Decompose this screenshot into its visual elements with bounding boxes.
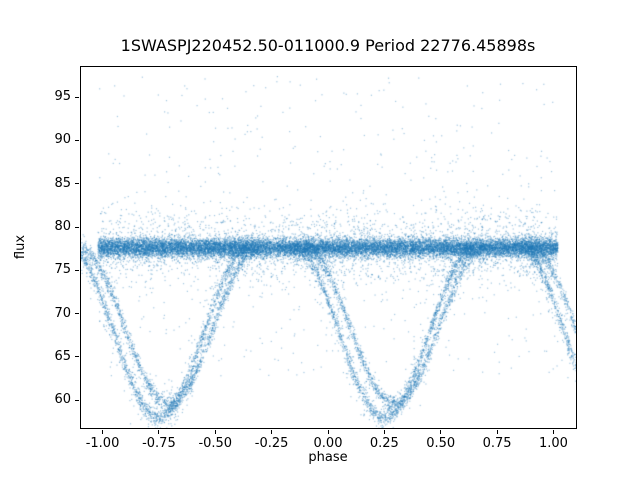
x-tick-mark — [383, 430, 385, 434]
y-tick-label: 65 — [54, 348, 71, 364]
y-tick-mark — [75, 183, 79, 185]
x-tick-label: 0.75 — [482, 436, 512, 451]
x-tick-mark — [271, 430, 273, 434]
y-tick-mark — [75, 399, 79, 401]
x-tick-label: 0.50 — [426, 436, 456, 451]
x-tick-mark — [496, 430, 498, 434]
x-tick-label: -1.00 — [85, 436, 120, 451]
y-tick-label: 75 — [54, 262, 71, 278]
y-tick-mark — [75, 356, 79, 358]
y-tick-mark — [75, 313, 79, 315]
x-tick-mark — [552, 430, 554, 434]
x-tick-mark — [327, 430, 329, 434]
x-tick-mark — [158, 430, 160, 434]
x-tick-label: 0.00 — [313, 436, 343, 451]
scatter-points-canvas — [80, 66, 576, 428]
x-tick-label: 1.00 — [538, 436, 568, 451]
y-tick-label: 60 — [54, 392, 71, 408]
y-tick-mark — [75, 269, 79, 271]
x-tick-label: -0.50 — [198, 436, 233, 451]
x-axis-label: phase — [308, 450, 348, 465]
y-tick-label: 90 — [54, 132, 71, 148]
y-tick-mark — [75, 139, 79, 141]
y-tick-label: 95 — [54, 89, 71, 105]
y-tick-label: 85 — [54, 175, 71, 191]
y-tick-mark — [75, 96, 79, 98]
x-tick-label: -0.75 — [142, 436, 176, 451]
y-axis-label: flux — [13, 234, 28, 260]
x-tick-mark — [102, 430, 104, 434]
x-tick-mark — [440, 430, 442, 434]
x-tick-label: -0.25 — [254, 436, 289, 451]
x-tick-label: 0.25 — [369, 436, 399, 451]
y-tick-label: 70 — [54, 305, 71, 321]
x-tick-mark — [214, 430, 216, 434]
y-tick-label: 80 — [54, 219, 71, 235]
chart-title: 1SWASPJ220452.50-011000.9 Period 22776.4… — [120, 36, 536, 55]
y-tick-mark — [75, 226, 79, 228]
